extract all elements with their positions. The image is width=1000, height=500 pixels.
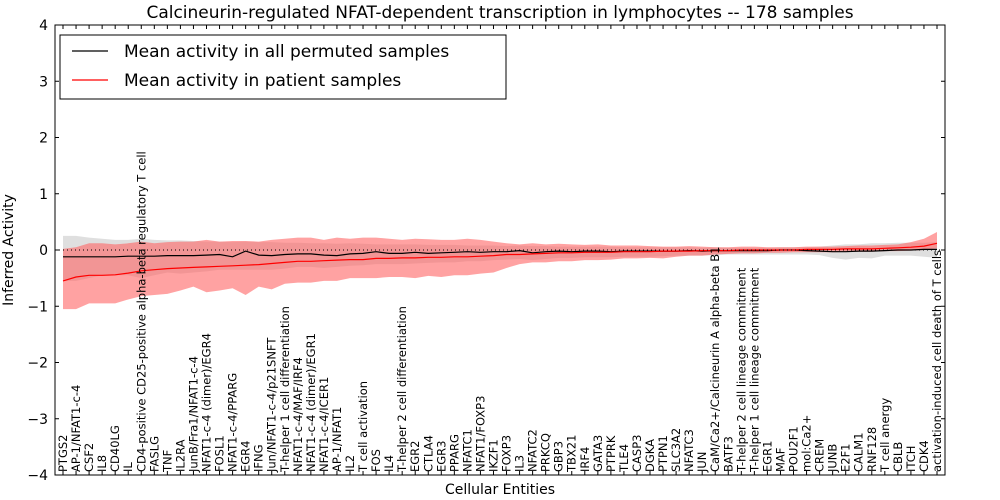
x-tick-label: T-helper 2 cell lineage commitment [734, 267, 748, 473]
x-tick-label: T-helper 1 cell lineage commitment [747, 267, 761, 473]
x-tick-label: activation-induced cell death of T cells [930, 250, 944, 472]
y-tick-label: 0 [39, 243, 48, 259]
x-tick-label: TBX21 [565, 435, 579, 473]
x-tick-label: IRF4 [578, 447, 592, 472]
x-tick-label: IL4 [382, 455, 396, 472]
x-tick-label: CALM1 [852, 432, 866, 472]
x-tick-label: EGR3 [434, 441, 448, 473]
legend-label-patient: Mean activity in patient samples [124, 71, 401, 91]
y-ticks: −4 −3 −2 −1 0 1 2 3 4 [27, 18, 945, 484]
x-tick-label: PTGS2 [56, 435, 70, 473]
x-tick-label: CASP3 [630, 435, 644, 472]
x-tick-label: CSF2 [82, 443, 96, 472]
x-tick-label: T cell anergy [878, 398, 892, 473]
legend-label-permuted: Mean activity in all permuted samples [124, 42, 449, 62]
x-tick-label: NFAT1-c-4 (dimer)/EGR4 [199, 333, 213, 472]
x-tick-label: CD4-positive CD25-positive alpha-beta re… [134, 151, 148, 472]
x-tick-label: AP-1/NFAT1-c-4 [69, 385, 83, 472]
x-tick-label: FASLG [147, 436, 161, 472]
x-tick-label: FOS [369, 449, 383, 472]
x-tick-label: IKZF1 [486, 439, 500, 472]
x-tick-label: RNF128 [865, 427, 879, 472]
y-tick-label: 3 [39, 74, 48, 90]
x-tick-label: NFAT1/FOXP3 [473, 396, 487, 472]
x-tick-label: PRKCQ [539, 433, 553, 472]
x-ticks: PTGS2 AP-1/NFAT1-c-4 CSF2 IL8 CD40LG IL CD4-po… [56, 25, 944, 475]
x-tick-label: Jun/NFAT1-c-4/p21SNFT [265, 337, 279, 473]
x-tick-label: GBP3 [552, 441, 566, 472]
x-tick-label: IL3 [513, 455, 527, 472]
x-tick-label: PPARG [447, 434, 461, 472]
x-tick-label: MAF [773, 448, 787, 472]
x-tick-label: E2F1 [839, 443, 853, 472]
x-tick-label: ITCH [904, 446, 918, 472]
x-tick-label: EGR2 [408, 441, 422, 473]
x-tick-label: NFAT1-c-4/ICER1 [317, 377, 331, 472]
x-axis-label: Cellular Entities [445, 482, 555, 498]
x-tick-label: CDK4 [917, 440, 931, 472]
legend-box [59, 34, 507, 100]
x-tick-label: CTLA4 [421, 435, 435, 472]
plot-frame [54, 24, 946, 476]
x-tick-label: FOSL1 [213, 435, 227, 472]
y-tick-label: 4 [39, 18, 48, 34]
x-tick-label: BATF3 [721, 436, 735, 472]
x-tick-label: IFNG [252, 444, 266, 472]
x-tick-label: CREM [813, 439, 827, 472]
x-tick-label: NFAT1-c-4/MAF/IRF4 [291, 357, 305, 472]
x-tick-label: IL2 [343, 455, 357, 472]
x-tick-label: PTPRK [604, 435, 618, 472]
x-tick-label: CaM/Ca2+/Calcineurin A alpha-beta B1 [708, 247, 722, 472]
bands-layer [63, 232, 937, 310]
y-tick-label: 2 [39, 131, 48, 147]
x-tick-label: POU2F1 [787, 426, 801, 472]
x-tick-label: NFAT1-c-4 (dimer)/EGR1 [304, 333, 318, 472]
x-tick-label: JunB/Fra1/NFAT1-c-4 [186, 356, 200, 473]
x-tick-label: JUNB [826, 444, 840, 473]
x-tick-label: NFATC2 [526, 429, 540, 472]
x-tick-label: DGKA [643, 439, 657, 472]
x-tick-label: T-helper 2 cell differentiation [395, 306, 409, 473]
x-tick-label: EGR1 [760, 441, 774, 473]
y-tick-label: −4 [27, 468, 48, 484]
y-axis-label: Inferred Activity [1, 194, 17, 306]
x-tick-label: mol:Ca2+ [800, 415, 814, 472]
y-tick-label: −3 [27, 412, 48, 428]
x-tick-label: SLC3A2 [669, 428, 683, 472]
y-tick-label: −2 [27, 356, 48, 372]
chart-title: Calcineurin-regulated NFAT-dependent tra… [146, 3, 853, 23]
x-tick-label: EGR4 [239, 441, 253, 473]
band-patient [63, 232, 937, 310]
x-tick-label: GATA3 [591, 435, 605, 472]
x-tick-label: JUN [695, 452, 709, 473]
y-tick-label: 1 [39, 187, 48, 203]
x-tick-label: NFATC1 [460, 429, 474, 472]
x-tick-label: PTPN1 [656, 435, 670, 472]
x-tick-label: CD40LG [108, 425, 122, 472]
x-tick-label: TLE4 [617, 444, 631, 473]
x-tick-label: T cell activation [356, 381, 370, 473]
x-tick-label: IL2RA [173, 439, 187, 472]
x-tick-label: TNF [160, 450, 174, 473]
x-tick-label: FOXP3 [500, 435, 514, 472]
x-tick-label: NFAT1-c-4/PPARG [226, 373, 240, 472]
y-tick-label: −1 [27, 299, 48, 315]
legend: Mean activity in all permuted samples Me… [59, 34, 507, 100]
x-tick-label: AP-1/NFAT1 [330, 407, 344, 472]
x-tick-label: IL [121, 462, 135, 472]
x-tick-label: NFATC3 [682, 429, 696, 472]
x-tick-label: IL8 [95, 455, 109, 472]
x-tick-label: T-helper 1 cell differentiation [278, 306, 292, 473]
x-tick-label: CBLB [891, 442, 905, 472]
